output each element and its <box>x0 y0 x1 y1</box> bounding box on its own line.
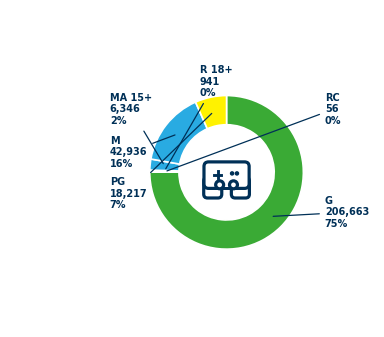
Wedge shape <box>195 96 227 129</box>
Wedge shape <box>150 159 180 171</box>
Circle shape <box>216 181 223 189</box>
Circle shape <box>235 172 238 175</box>
Text: RC
56
0%: RC 56 0% <box>167 93 341 171</box>
Polygon shape <box>235 181 245 184</box>
Wedge shape <box>150 96 303 249</box>
Wedge shape <box>151 102 207 164</box>
Text: R 18+
941
0%: R 18+ 941 0% <box>166 65 232 169</box>
Text: PG
18,217
7%: PG 18,217 7% <box>110 114 212 210</box>
Circle shape <box>230 172 233 175</box>
Text: M
42,936
16%: M 42,936 16% <box>110 135 175 169</box>
FancyBboxPatch shape <box>204 162 249 188</box>
FancyBboxPatch shape <box>204 177 222 198</box>
Text: MA 15+
6,346
2%: MA 15+ 6,346 2% <box>110 93 163 164</box>
Text: G
206,663
75%: G 206,663 75% <box>273 196 369 229</box>
Wedge shape <box>150 170 179 172</box>
FancyBboxPatch shape <box>231 177 250 198</box>
FancyBboxPatch shape <box>223 182 230 187</box>
Polygon shape <box>209 181 218 184</box>
Circle shape <box>230 181 237 189</box>
